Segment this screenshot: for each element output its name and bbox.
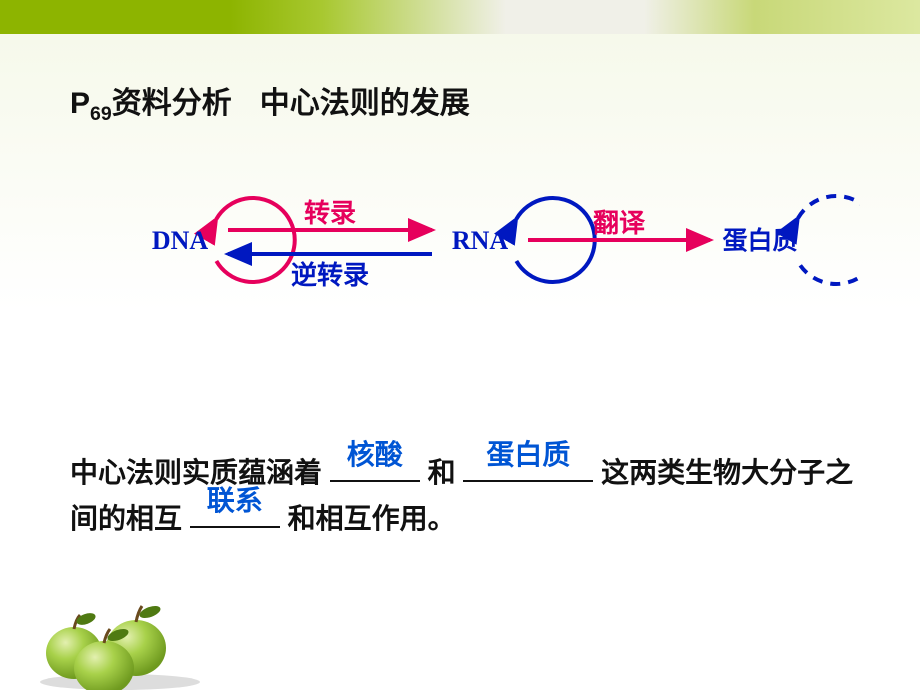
blank-1: 核酸: [330, 450, 420, 482]
arrow-reverse-transcription-label: 逆转录: [291, 260, 369, 290]
heading-part-a: 资料分析: [112, 87, 232, 120]
heading-p: P: [70, 87, 90, 120]
slide-top-bar: [0, 0, 920, 34]
apples-svg: [0, 540, 210, 690]
arrow-transcription-label: 转录: [304, 198, 356, 228]
apples-decoration: [0, 540, 210, 690]
node-dna-label: DNA: [152, 226, 209, 255]
fill-in-sentence: 中心法则实质蕴涵着 核酸 和 蛋白质 这两类生物大分子之间的相互 联系 和相互作…: [70, 450, 860, 542]
node-protein-loop: [798, 196, 860, 284]
node-rna-label: RNA: [452, 226, 509, 255]
diagram-svg: DNA RNA 蛋白质 转录逆转录 翻译: [60, 190, 860, 340]
slide-root: P69资料分析中心法则的发展 DNA RNA 蛋白质 转录逆转录 翻译 中心法则实质蕴涵…: [0, 0, 920, 690]
answer-2: 蛋白质: [463, 433, 593, 478]
blank-2: 蛋白质: [463, 450, 593, 482]
answer-1: 核酸: [330, 433, 420, 478]
heading-part-b: 中心法则的发展: [260, 87, 470, 120]
answer-3: 联系: [190, 479, 280, 524]
fill-seg4: 和相互作用。: [288, 503, 456, 534]
blank-3: 联系: [190, 496, 280, 528]
central-dogma-diagram: DNA RNA 蛋白质 转录逆转录 翻译: [60, 190, 860, 340]
heading-prefix: P69资料分析: [70, 87, 232, 120]
heading-subscript: 69: [90, 103, 112, 125]
arrow-translation-label: 翻译: [593, 208, 646, 238]
fill-seg2: 和: [428, 457, 456, 488]
node-dna-loop: [216, 198, 294, 282]
slide-heading: P69资料分析中心法则的发展: [70, 78, 470, 126]
node-protein-label: 蛋白质: [722, 226, 797, 255]
